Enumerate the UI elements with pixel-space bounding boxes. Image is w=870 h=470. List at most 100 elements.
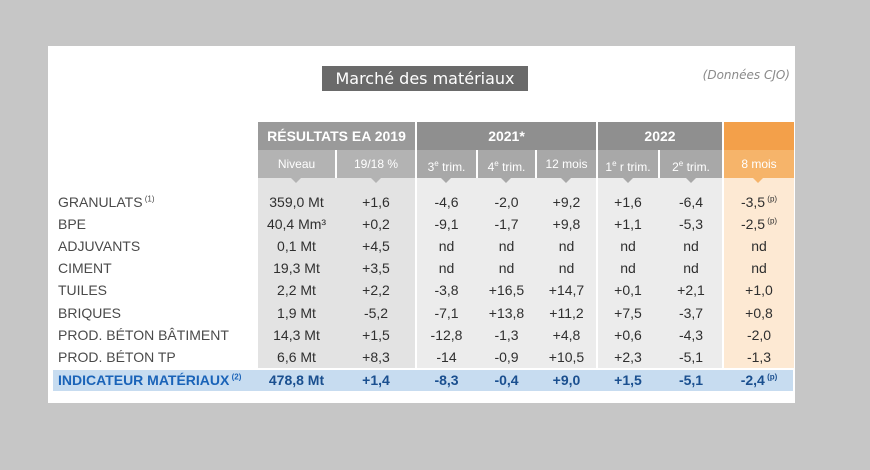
cell-value: 478,8 Mt xyxy=(268,372,325,388)
table-cell-pct: +2,2 xyxy=(337,282,415,298)
cell-value: +0,1 xyxy=(614,282,642,298)
table-cell-t2-2022: -5,3 xyxy=(660,216,722,232)
cell-value: +2,2 xyxy=(362,282,390,298)
cell-value: nd xyxy=(438,260,455,276)
cell-value: +1,5 xyxy=(362,327,390,343)
cell-value: +8,3 xyxy=(362,349,390,365)
cell-value: -5,2 xyxy=(363,305,389,321)
subheader-12mois: 12 mois xyxy=(537,150,596,178)
table-cell-niveau: 40,4 Mm³ xyxy=(258,216,335,232)
cell-value: -3,7 xyxy=(678,305,704,321)
results-column-bg xyxy=(258,178,415,368)
page-title: Marché des matériaux xyxy=(322,66,528,91)
cell-value: +1,6 xyxy=(614,194,642,210)
row-label-text: BPE xyxy=(58,216,87,232)
table-cell-t1-2022: +1,1 xyxy=(598,216,658,232)
table-cell-m12-2021: +10,5 xyxy=(537,349,596,365)
months-column-bg xyxy=(724,178,794,368)
cell-value: nd xyxy=(620,260,636,276)
table-cell-m8-2022: +0,8 xyxy=(724,305,794,321)
cell-value: nd xyxy=(438,238,455,254)
cell-value: +4,8 xyxy=(552,327,581,343)
table-cell-t2-2022: -5,1 xyxy=(660,349,722,365)
subheader-niveau: Niveau xyxy=(258,150,335,178)
header-orange-top xyxy=(724,122,794,150)
table-cell-m8-2022: -3,5 (p) xyxy=(724,194,794,210)
cell-value: nd xyxy=(683,238,699,254)
subheader-arrow xyxy=(500,177,512,183)
cell-value: -7,1 xyxy=(434,305,459,321)
header-resultats: RÉSULTATS EA 2019 xyxy=(258,122,415,150)
table-cell-niveau: 359,0 Mt xyxy=(258,194,335,210)
table-cell-pct: +3,5 xyxy=(337,260,415,276)
table-cell-t3-2021: -14 xyxy=(417,349,476,365)
cell-value: 19,3 Mt xyxy=(273,260,320,276)
cell-value: +2,3 xyxy=(614,349,642,365)
row-label-text: BRIQUES xyxy=(58,305,122,321)
table-cell-t1-2022: nd xyxy=(598,238,658,254)
label-footnote: (2) xyxy=(229,372,242,382)
cell-value: nd xyxy=(751,238,767,254)
header-2022: 2022 xyxy=(598,122,722,150)
cell-value: nd xyxy=(683,260,699,276)
table-cell-t4-2021: -2,0 xyxy=(478,194,535,210)
table-cell-pct: -5,2 xyxy=(337,305,415,321)
row-label: BPE xyxy=(58,216,86,232)
subheader-8mois: 8 mois xyxy=(724,150,794,178)
row-label: TUILES xyxy=(58,282,107,298)
subheader-arrow xyxy=(685,177,697,183)
cell-value: -12,8 xyxy=(430,327,463,343)
table-cell-pct: +0,2 xyxy=(337,216,415,232)
cell-value: +11,2 xyxy=(549,305,584,321)
table-cell-t4-2021: -0,9 xyxy=(478,349,535,365)
cell-value: 40,4 Mm³ xyxy=(266,216,327,232)
y2021-column-bg xyxy=(417,178,596,368)
provisional-note: (p) xyxy=(764,372,778,382)
row-label: CIMENT xyxy=(58,260,112,276)
table-cell-niveau: 2,2 Mt xyxy=(258,282,335,298)
row-label-text: PROD. BÉTON TP xyxy=(58,349,176,365)
table-cell-m8-2022: -1,3 xyxy=(724,349,794,365)
subheader-arrow xyxy=(370,177,382,183)
cell-value: -2,5 xyxy=(740,216,766,232)
cell-value: +1,6 xyxy=(362,194,390,210)
subheader-arrow xyxy=(560,177,572,183)
cell-value: +13,8 xyxy=(488,305,525,321)
table-cell-t4-2021: -0,4 xyxy=(478,372,535,388)
cell-value: +0,2 xyxy=(362,216,390,232)
cell-value: +3,5 xyxy=(362,260,390,276)
cell-value: 6,6 Mt xyxy=(277,349,316,365)
cell-value: -1,7 xyxy=(494,216,519,232)
table-cell-t1-2022: +0,1 xyxy=(598,282,658,298)
table-cell-m8-2022: -2,4 (p) xyxy=(724,372,794,388)
cell-value: 0,1 Mt xyxy=(277,238,316,254)
row-label-text: GRANULATS xyxy=(58,194,143,210)
table-cell-m12-2021: +9,0 xyxy=(537,372,596,388)
cell-value: +0,6 xyxy=(614,327,642,343)
table-cell-t1-2022: +2,3 xyxy=(598,349,658,365)
table-cell-m12-2021: +9,2 xyxy=(537,194,596,210)
table-cell-m8-2022: -2,5 (p) xyxy=(724,216,794,232)
table-cell-t1-2022: nd xyxy=(598,260,658,276)
table-cell-t2-2022: nd xyxy=(660,260,722,276)
subheader-pct: 19/18 % xyxy=(337,150,415,178)
row-label-text: CIMENT xyxy=(58,260,112,276)
table-cell-t2-2022: nd xyxy=(660,238,722,254)
cell-value: -3,8 xyxy=(434,282,459,298)
row-label: ADJUVANTS xyxy=(58,238,140,254)
table-cell-t3-2021: -9,1 xyxy=(417,216,476,232)
cell-value: +4,5 xyxy=(362,238,390,254)
provisional-note: (p) xyxy=(765,194,778,204)
cell-value: +2,1 xyxy=(677,282,705,298)
header-2021: 2021* xyxy=(417,122,596,150)
row-label-text: INDICATEUR MATÉRIAUX xyxy=(58,372,230,388)
cell-value: -9,1 xyxy=(434,216,459,232)
cell-value: 359,0 Mt xyxy=(269,194,324,210)
table-cell-t1-2022: +0,6 xyxy=(598,327,658,343)
subheader-arrow xyxy=(622,177,634,183)
cell-value: nd xyxy=(558,260,575,276)
source-note: (Données CJO) xyxy=(702,68,790,82)
table-cell-t2-2022: -5,1 xyxy=(660,372,722,388)
cell-value: +1,0 xyxy=(745,282,773,298)
table-cell-m12-2021: +14,7 xyxy=(537,282,596,298)
